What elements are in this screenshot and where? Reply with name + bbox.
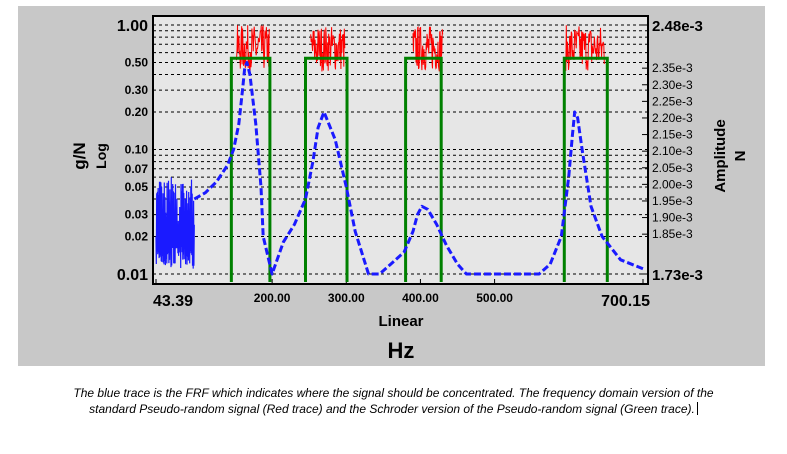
y-tick-label: 0.20	[125, 105, 149, 119]
plot-frame	[152, 15, 649, 285]
y2-tick-label: 1.95e-3	[652, 194, 693, 208]
y-tick-labels: 1.00 0.50 0.30 0.20 0.10 0.07 0.05 0.03 0.02 0.01	[117, 18, 148, 284]
y2-tick-labels: 2.48e-3 2.35e-3 2.30e-3 2.25e-3 2.20e-3 2.15e…	[642, 18, 703, 284]
x-tick-label: 200.00	[254, 291, 291, 305]
caption-line-1: The blue trace is the FRF which indicate…	[73, 386, 714, 400]
y-tick-label: 0.03	[125, 208, 149, 222]
series-layer	[155, 24, 644, 282]
x-tick-labels: 43.39 200.00 300.00 400.00 500.00 700.15	[153, 279, 650, 310]
y2-tick-label: 1.90e-3	[652, 211, 693, 225]
y2-axis-label: N	[732, 151, 749, 162]
caption-line-2-wrap: standard Pseudo-random signal (Red trace…	[12, 401, 775, 417]
schroder-trace	[562, 56, 609, 282]
schroder-trace	[404, 56, 443, 282]
schroder-trace	[303, 56, 349, 282]
y2-tick-label: 2.48e-3	[652, 18, 703, 35]
y-tick-label: 0.02	[125, 230, 149, 244]
pseudo-random-trace	[565, 25, 605, 71]
y-tick-label: 0.07	[125, 162, 149, 176]
pseudo-random-trace	[412, 26, 444, 72]
grid-layer	[153, 24, 648, 275]
y2-tick-label: 2.15e-3	[652, 128, 693, 142]
y2-tick-label: 2.20e-3	[652, 111, 693, 125]
frf-noise-trace	[155, 177, 195, 269]
frf-trace	[193, 61, 644, 276]
y2-tick-label: 1.73e-3	[652, 267, 703, 284]
y-tick-label: 0.10	[125, 143, 149, 157]
caption-line-2: standard Pseudo-random signal (Red trace…	[89, 402, 695, 416]
x-tick-label: 400.00	[402, 291, 439, 305]
y-tick-label: 0.05	[125, 180, 149, 194]
y2-tick-label: 2.00e-3	[652, 177, 693, 191]
y-tick-label: 0.01	[117, 267, 148, 284]
x-tick-label: 300.00	[328, 291, 365, 305]
y-scale-label: Log	[93, 143, 109, 169]
x-axis-label: Hz	[388, 338, 415, 363]
y-tick-label: 0.50	[125, 55, 149, 69]
y2-tick-label: 2.30e-3	[652, 78, 693, 92]
y2-tick-label: 2.05e-3	[652, 161, 693, 175]
schroder-trace	[229, 56, 272, 282]
x-tick-label: 700.15	[601, 293, 650, 310]
y-tick-label: 0.30	[125, 83, 149, 97]
chart-panel: 1.00 0.50 0.30 0.20 0.10 0.07 0.05 0.03 0.02 0.01…	[18, 6, 765, 366]
x-tick-label: 500.00	[476, 291, 513, 305]
text-cursor	[696, 402, 698, 415]
y2-quantity-label: Amplitude	[712, 119, 729, 192]
y-tick-label: 1.00	[117, 18, 148, 35]
y-axis-label: g/N	[70, 142, 89, 169]
figure-caption: The blue trace is the FRF which indicate…	[12, 385, 775, 417]
frf-chart: 1.00 0.50 0.30 0.20 0.10 0.07 0.05 0.03 0.02 0.01…	[70, 15, 749, 363]
x-tick-label: 43.39	[153, 293, 193, 310]
x-scale-label: Linear	[378, 313, 423, 330]
y2-tick-label: 2.10e-3	[652, 144, 693, 158]
y2-tick-label: 2.35e-3	[652, 61, 693, 75]
y2-tick-label: 2.25e-3	[652, 94, 693, 108]
y2-tick-label: 1.85e-3	[652, 227, 693, 241]
